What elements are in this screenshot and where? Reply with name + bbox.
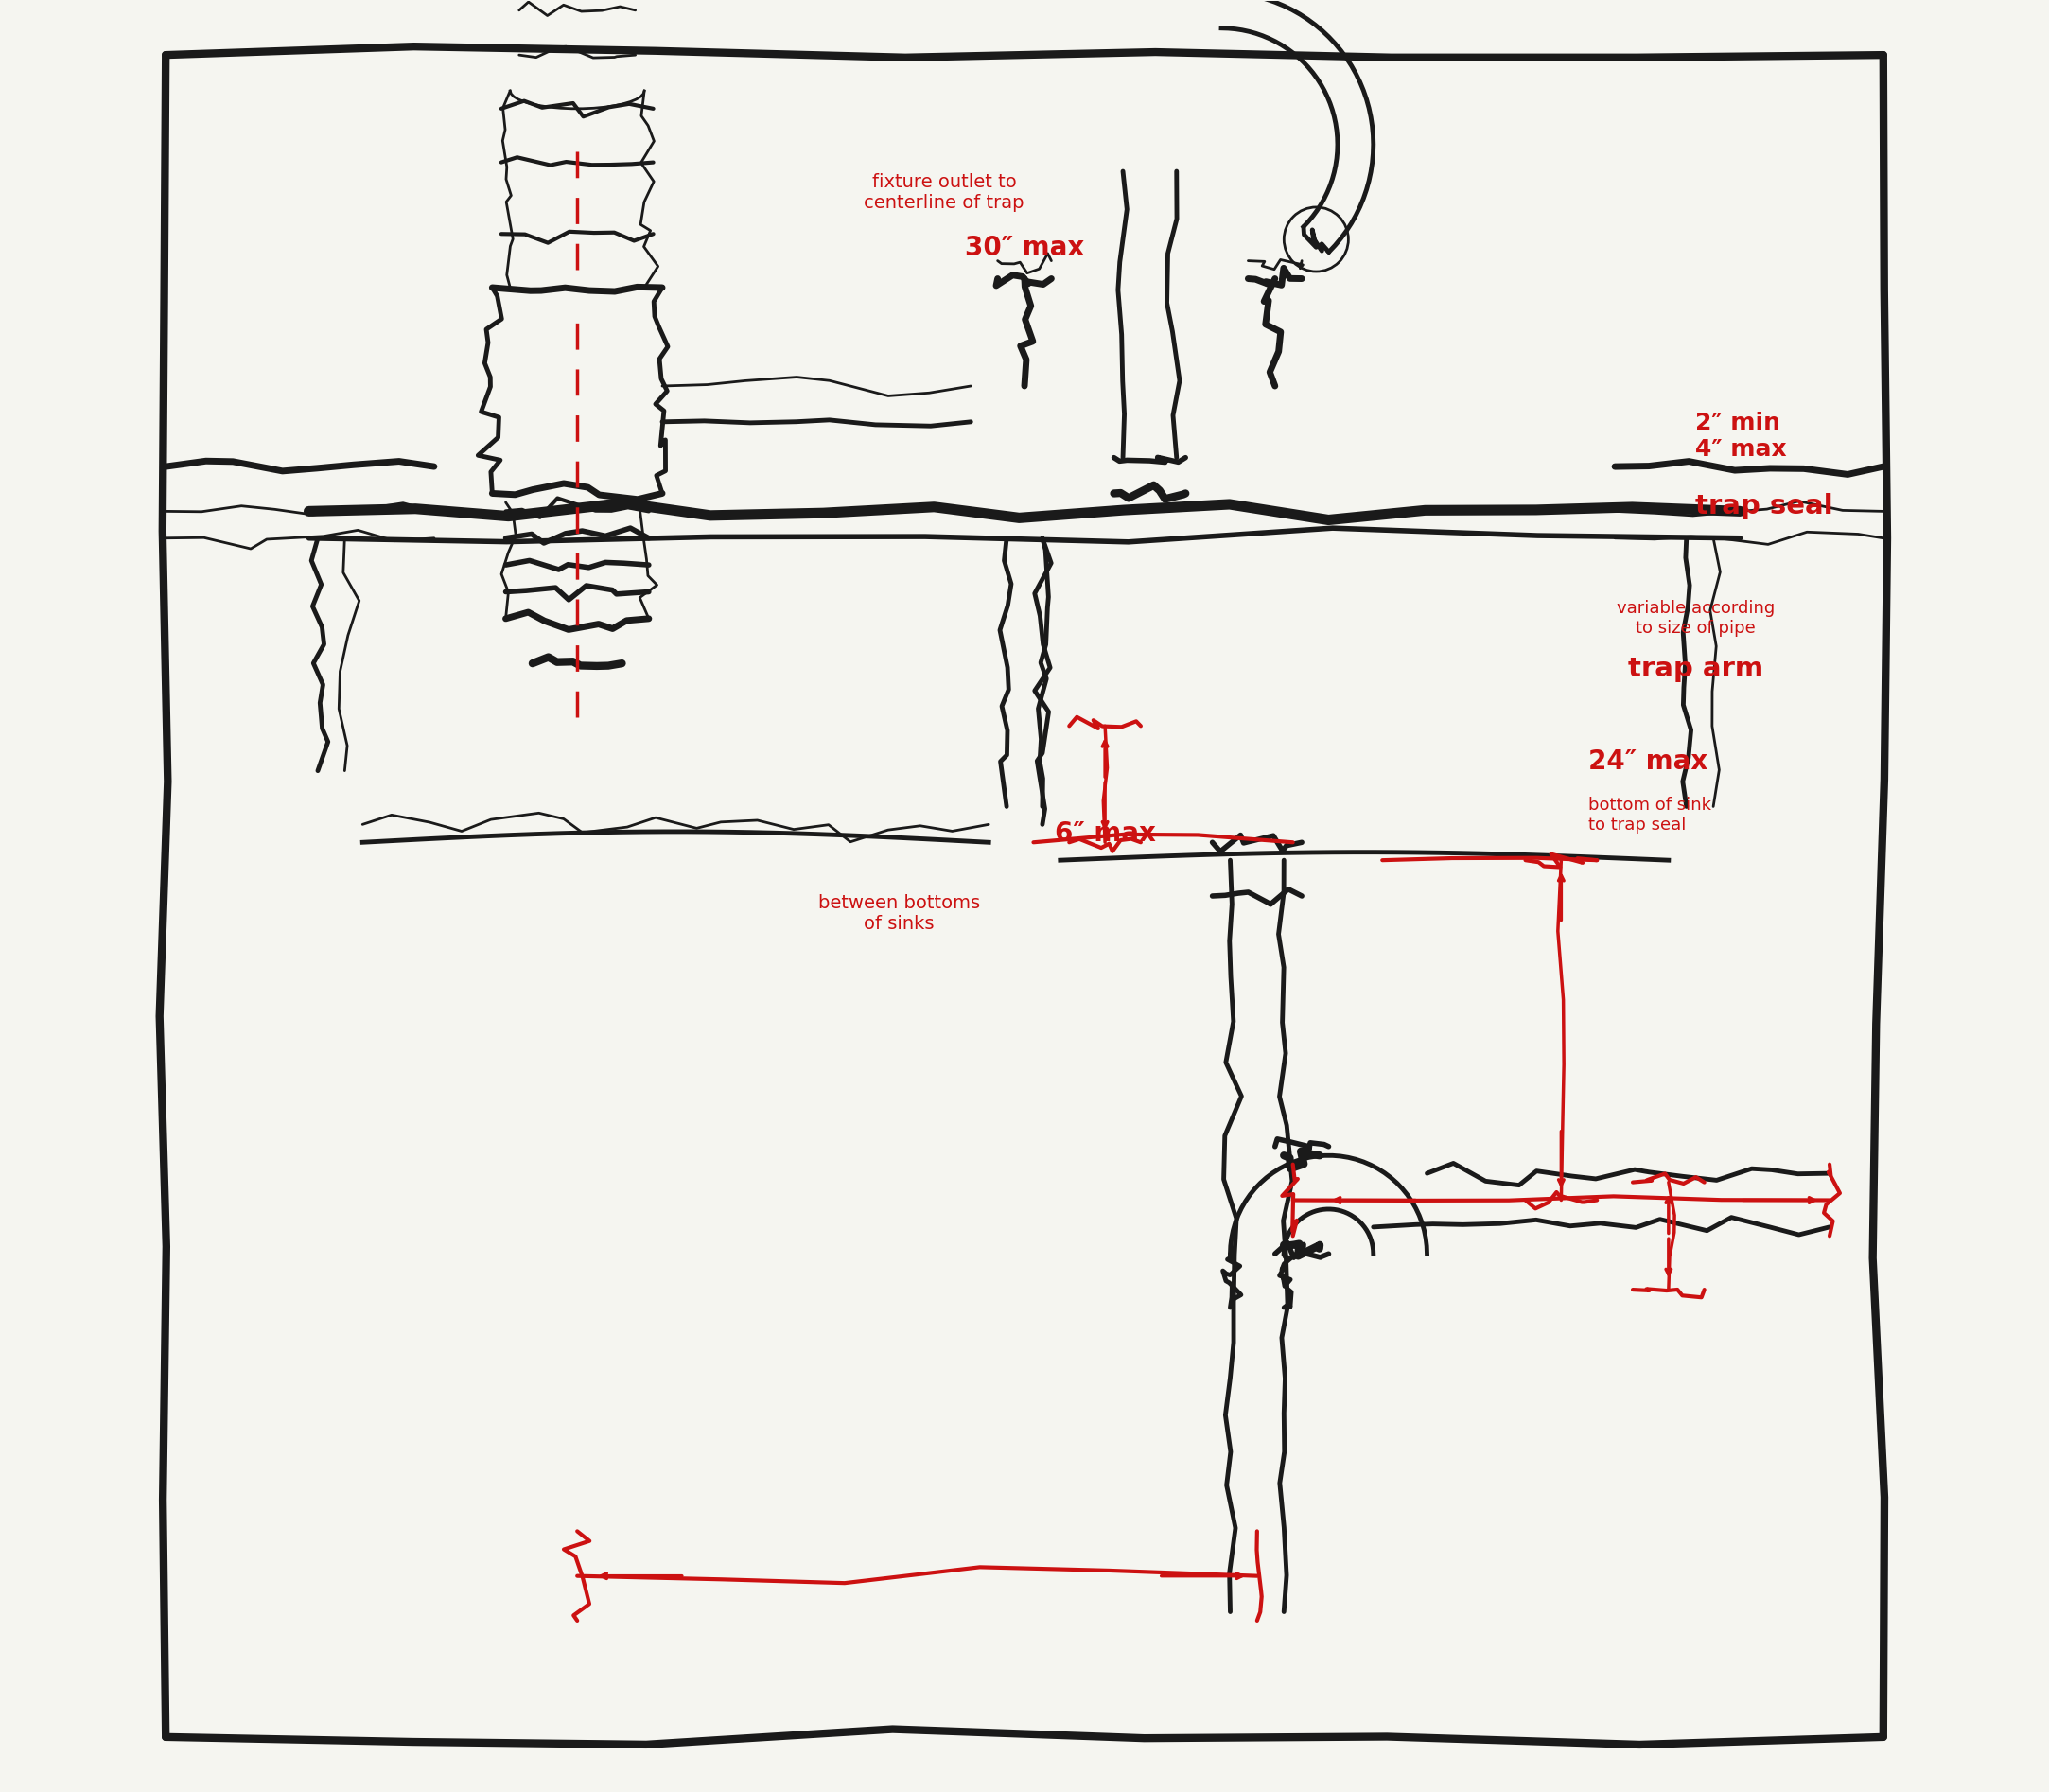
Text: 30″ max: 30″ max (965, 235, 1084, 262)
Text: fixture outlet to
centerline of trap: fixture outlet to centerline of trap (865, 174, 1024, 211)
Text: trap arm: trap arm (1627, 656, 1762, 683)
Text: bottom of sink
to trap seal: bottom of sink to trap seal (1588, 797, 1711, 833)
Text: 6″ max: 6″ max (1055, 821, 1156, 846)
Text: variable according
to size of pipe: variable according to size of pipe (1617, 600, 1774, 636)
Text: between bottoms
of sinks: between bottoms of sinks (818, 894, 979, 934)
Text: trap seal: trap seal (1695, 493, 1834, 520)
Text: 24″ max: 24″ max (1588, 749, 1707, 776)
Text: 2″ min
4″ max: 2″ min 4″ max (1695, 412, 1787, 461)
